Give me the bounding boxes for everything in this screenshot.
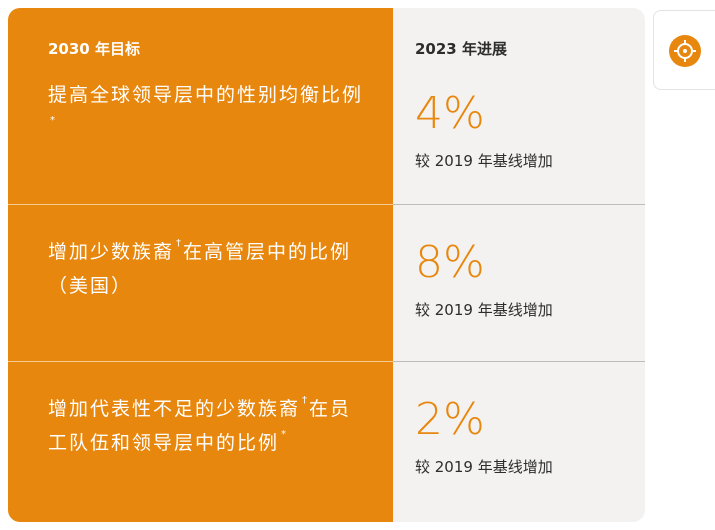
- goal-row: 增加代表性不足的少数族裔 † 在员工队伍和领导层中的比例 *: [8, 362, 393, 522]
- progress-note: 较 2019 年基线增加: [415, 458, 553, 476]
- target-button[interactable]: [653, 10, 715, 90]
- progress-column: 2023 年进展 4% 较 2019 年基线增加 8% 较 2019 年基线增加 2% 较…: [393, 8, 645, 522]
- footnote-mark: †: [176, 238, 182, 249]
- goal-segment: 提高全球领导层中的性别均衡比例: [48, 84, 364, 106]
- goal-heading: 2030 年目标: [48, 40, 140, 58]
- goal-segment: 增加少数族裔: [48, 241, 175, 263]
- progress-value: 8%: [415, 237, 485, 288]
- progress-row: 8% 较 2019 年基线增加: [393, 205, 645, 362]
- progress-row: 4% 较 2019 年基线增加: [393, 78, 645, 205]
- progress-note: 较 2019 年基线增加: [415, 152, 553, 170]
- progress-row: 2% 较 2019 年基线增加: [393, 362, 645, 522]
- target-icon: [669, 35, 701, 67]
- goal-segment: 在员工队伍和领导层中的比例: [48, 398, 352, 454]
- progress-note: 较 2019 年基线增加: [415, 301, 553, 319]
- goals-card: 2030 年目标 提高全球领导层中的性别均衡比例* 增加少数族裔 † 在高管层中的比例…: [8, 8, 645, 522]
- goal-row: 提高全球领导层中的性别均衡比例 *: [8, 78, 393, 205]
- goal-text: 提高全球领导层中的性别均衡比例 *: [48, 78, 368, 146]
- progress-value: 4%: [415, 88, 485, 139]
- progress-value: 2%: [415, 394, 485, 445]
- goal-text: 增加代表性不足的少数族裔 † 在员工队伍和领导层中的比例 *: [48, 392, 368, 460]
- goal-row: 增加少数族裔 † 在高管层中的比例（美国）: [8, 205, 393, 362]
- goal-segment: 在高管层中的比例（美国）: [48, 241, 352, 297]
- goal-segment: 增加代表性不足的少数族裔: [48, 398, 301, 420]
- footnote-mark: †: [302, 395, 308, 406]
- goals-column: 2030 年目标 提高全球领导层中的性别均衡比例* 增加少数族裔 † 在高管层中的比例…: [8, 8, 393, 522]
- footnote-mark: *: [50, 115, 55, 126]
- progress-heading: 2023 年进展: [415, 40, 507, 58]
- goal-text: 增加少数族裔 † 在高管层中的比例（美国）: [48, 235, 368, 303]
- footnote-mark: *: [281, 429, 287, 440]
